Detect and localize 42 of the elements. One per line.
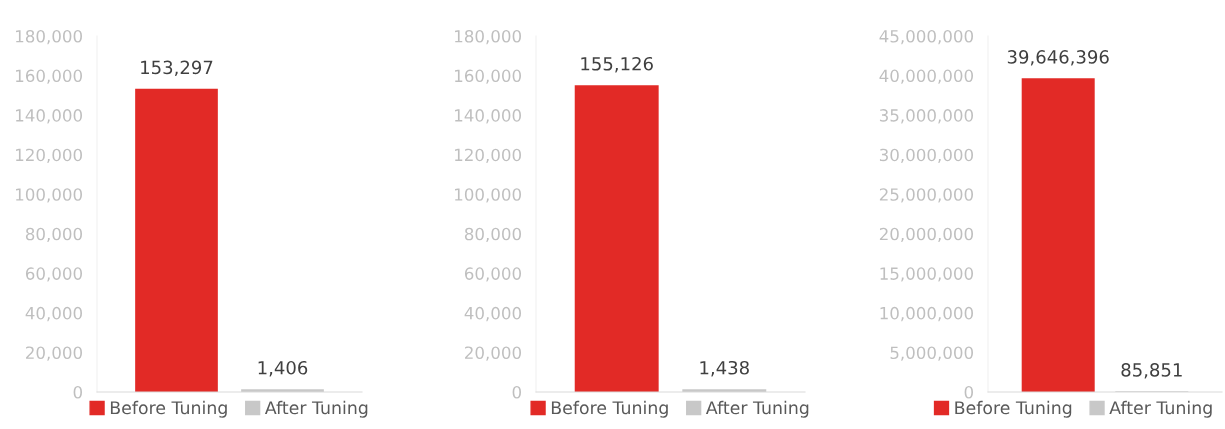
y-tick-label: 180,000 — [455, 29, 521, 45]
y-tick-label: 120,000 — [16, 148, 82, 163]
data-label: 85,851 — [1121, 363, 1182, 379]
data-label: 153,297 — [141, 60, 213, 77]
data-label: 155,126 — [581, 56, 653, 73]
y-tick-label: 20,000 — [465, 346, 521, 361]
y-tick-label: 160,000 — [455, 69, 521, 84]
y-tick-label: 10,000,000 — [880, 306, 973, 322]
legend-label: After Tuning — [1109, 400, 1212, 418]
data-label: 1,438 — [700, 360, 749, 377]
y-tick-label: 120,000 — [455, 148, 521, 163]
legend-label: After Tuning — [705, 400, 809, 418]
legend-label: Before Tuning — [955, 400, 1072, 418]
y-tick-label: 140,000 — [16, 109, 82, 124]
y-tick-label: 0 — [964, 385, 973, 399]
y-tick-label: 0 — [512, 385, 521, 399]
y-tick-label: 60,000 — [25, 267, 82, 282]
y-tick-label: 40,000 — [25, 306, 82, 322]
y-tick-label: 80,000 — [25, 227, 82, 243]
y-tick-label: 140,000 — [455, 109, 521, 124]
y-tick-label: 40,000,000 — [879, 69, 973, 84]
legend-label: After Tuning — [264, 400, 368, 418]
y-tick-label: 40,000 — [464, 306, 521, 322]
legend-label: Before Tuning — [110, 400, 227, 418]
y-tick-label: 5,000,000 — [890, 346, 973, 361]
y-tick-label: 15,000,000 — [880, 267, 973, 282]
data-label: 39,646,396 — [1007, 50, 1109, 66]
y-tick-label: 100,000 — [455, 188, 521, 203]
y-tick-label: 30,000,000 — [879, 148, 973, 163]
y-tick-label: 20,000,000 — [879, 227, 973, 243]
legend-label: Before Tuning — [551, 400, 668, 418]
y-tick-label: 60,000 — [464, 267, 521, 282]
data-label: 1,406 — [258, 360, 308, 377]
y-tick-label: 45,000,000 — [879, 29, 973, 45]
y-tick-label: 180,000 — [16, 29, 82, 45]
y-tick-label: 100,000 — [16, 188, 82, 203]
y-tick-label: 25,000,000 — [879, 188, 973, 203]
y-tick-label: 35,000,000 — [879, 109, 973, 124]
y-tick-label: 80,000 — [464, 227, 521, 243]
y-tick-label: 160,000 — [16, 69, 82, 84]
y-tick-label: 20,000 — [26, 346, 82, 361]
y-tick-label: 0 — [73, 385, 82, 399]
